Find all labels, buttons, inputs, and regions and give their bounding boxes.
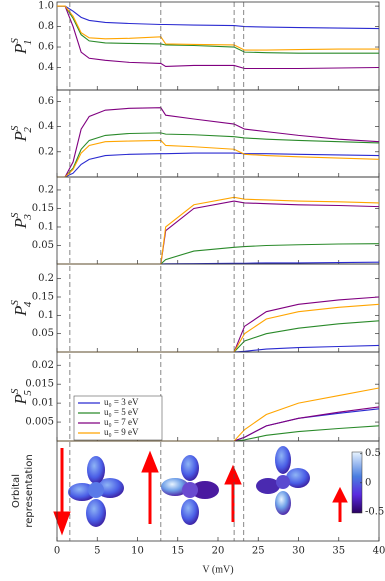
y-label-sub: 1 xyxy=(22,40,34,46)
y-axis-label: PS1 xyxy=(9,38,34,55)
y-tick-label: 0.15 xyxy=(32,292,54,303)
series-line xyxy=(57,5,379,51)
y-tick-label: 0.01 xyxy=(32,398,54,409)
x-tick-label: 25 xyxy=(252,546,265,557)
colorbar-tick-label: 0.5 xyxy=(365,448,381,459)
series-line xyxy=(57,152,380,178)
legend-label: u₀ = 5 eV xyxy=(104,407,139,417)
series-line xyxy=(57,303,380,353)
series-line xyxy=(57,5,380,70)
y-label-sub: 5 xyxy=(22,390,34,396)
series-line xyxy=(57,5,379,54)
y-tick-label: 0.1 xyxy=(38,221,54,232)
legend-label: u₀ = 9 eV xyxy=(104,427,139,437)
series-line xyxy=(57,107,380,178)
y-label-base: P xyxy=(11,131,30,142)
x-tick-label: 15 xyxy=(171,546,184,557)
y-label-sup: S xyxy=(9,38,21,44)
panel-frame xyxy=(56,89,380,178)
y-tick-label: 0.015 xyxy=(25,379,54,390)
series-line xyxy=(57,320,380,353)
x-tick-label: 40 xyxy=(373,546,385,557)
x-tick-label: 30 xyxy=(292,546,305,557)
series-line xyxy=(57,5,380,30)
colorbar-tick-label: -0.5 xyxy=(365,506,384,517)
orbital-label: representation xyxy=(24,454,35,527)
y-label-sub: 2 xyxy=(22,127,34,133)
y-tick-label: 1.0 xyxy=(38,1,54,12)
y-label-sup: S xyxy=(9,125,21,131)
y-tick-label: 0.8 xyxy=(38,21,54,32)
y-axis-label: PS4 xyxy=(9,300,34,317)
series-line xyxy=(57,132,380,178)
y-label-sup: S xyxy=(9,212,21,218)
y-label-base: P xyxy=(11,218,30,229)
y-label-sup: S xyxy=(9,300,21,306)
y-tick-label: 0.2 xyxy=(38,146,54,157)
legend-label: u₀ = 3 eV xyxy=(104,397,139,407)
y-tick-label: 0.6 xyxy=(38,42,54,53)
y-label-sub: 3 xyxy=(22,214,34,221)
y-tick-label: 0.4 xyxy=(38,121,54,132)
spin-arrows xyxy=(53,448,348,536)
y-tick-label: 0.005 xyxy=(25,417,54,428)
y-tick-label: 0.2 xyxy=(38,184,54,195)
y-axis-label: PS3 xyxy=(9,212,34,229)
x-tick-label: 35 xyxy=(332,546,345,557)
series-line xyxy=(57,139,380,178)
x-tick-label: 20 xyxy=(212,546,225,557)
y-label-base: P xyxy=(11,44,30,55)
y-tick-label: 0.05 xyxy=(32,328,54,339)
x-tick-label: 10 xyxy=(131,546,144,557)
y-tick-label: 0.1 xyxy=(38,310,54,321)
y-tick-label: 0.02 xyxy=(32,360,54,371)
y-label-base: P xyxy=(11,394,30,405)
orbital-shapes xyxy=(68,446,310,527)
orbital-label: Orbital xyxy=(11,474,22,508)
y-axis-label: PS5 xyxy=(9,388,34,405)
y-label-sub: 4 xyxy=(22,301,34,307)
x-tick-label: 0 xyxy=(54,546,60,557)
y-tick-label: 0.2 xyxy=(38,273,54,284)
y-tick-label: 0.05 xyxy=(32,240,54,251)
colorbar-tick-label: 0 xyxy=(365,477,371,488)
y-axis-label: PS2 xyxy=(9,125,34,142)
x-tick-label: 5 xyxy=(94,546,100,557)
series-line xyxy=(57,196,380,265)
y-label-base: P xyxy=(11,306,30,317)
y-tick-label: 0.15 xyxy=(32,203,54,214)
legend-label: u₀ = 7 eV xyxy=(104,417,139,427)
y-tick-label: 0.4 xyxy=(38,62,54,73)
y-tick-label: 0.6 xyxy=(38,96,54,107)
x-axis-label: V (mV) xyxy=(202,564,233,575)
panel-frame xyxy=(56,176,380,265)
y-label-sup: S xyxy=(9,388,21,394)
series-line xyxy=(57,200,380,265)
